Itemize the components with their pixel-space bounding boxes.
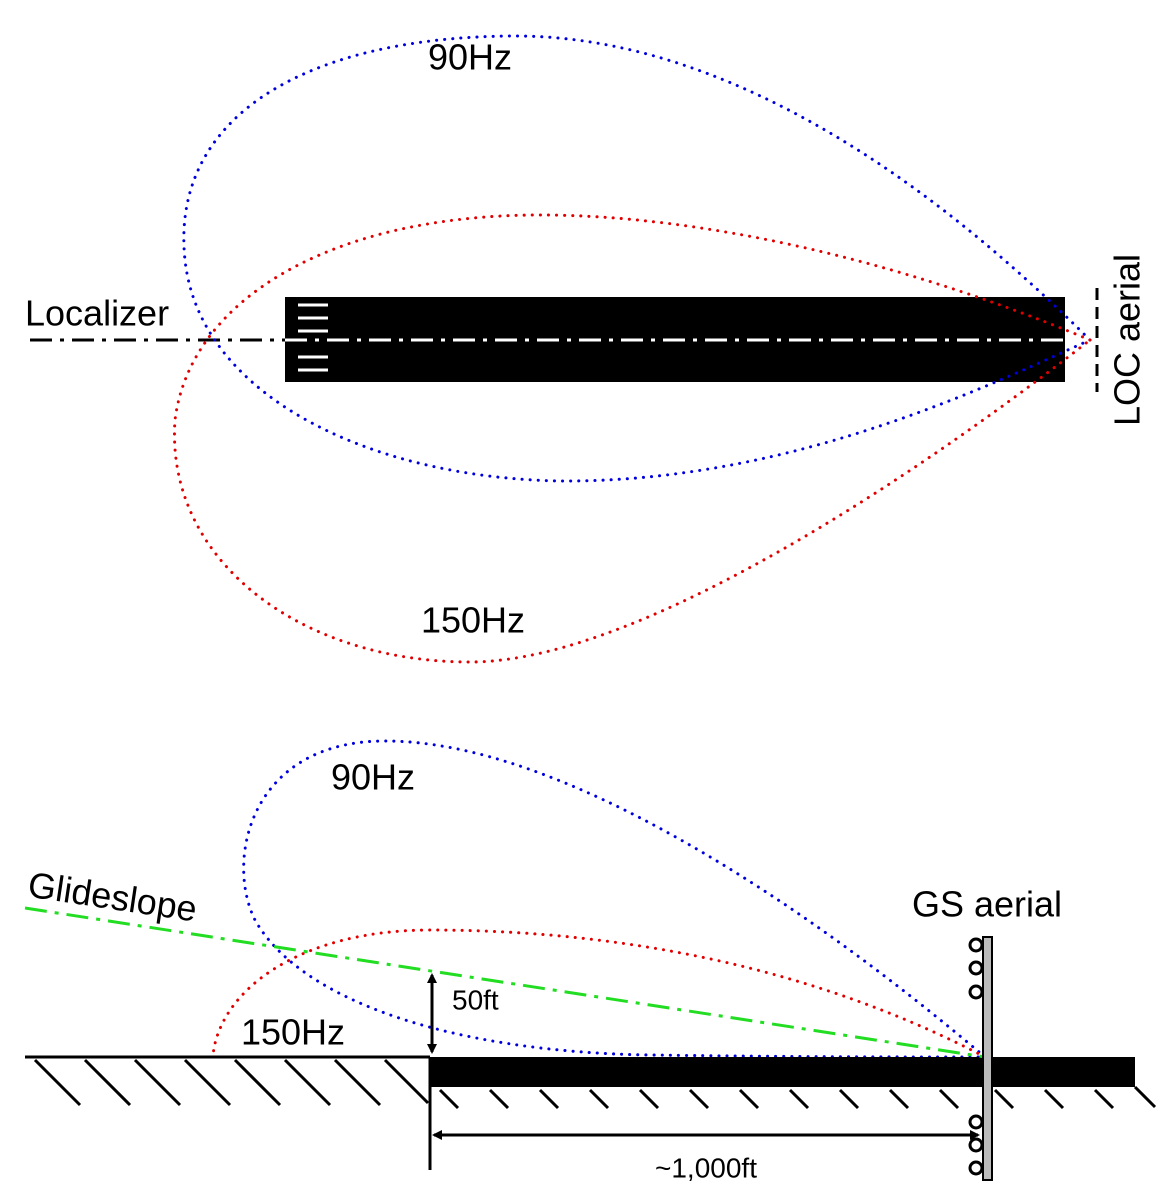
label-90hz: 90Hz [331,757,415,798]
lobe-150hz [173,213,1092,664]
label-localizer: Localizer [25,293,169,334]
lobe-90hz [182,34,1092,483]
glideslope-view: 90Hz 150Hz Glideslope GS aerial 50ft ~1,… [24,739,1157,1183]
ground-hatch [33,1058,1157,1110]
glideslope-beam [24,906,986,1059]
label-height: 50ft [452,984,499,1015]
label-150hz: 150Hz [241,1012,345,1053]
label-glideslope: Glideslope [25,864,199,930]
label-gs-aerial: GS aerial [912,884,1062,925]
threshold-marks [298,303,328,372]
label-150hz: 150Hz [421,600,525,641]
runway [430,1057,1135,1087]
label-90hz: 90Hz [428,37,512,78]
localizer-view: 90Hz 150Hz Localizer LOC aerial [25,34,1148,664]
label-distance: ~1,000ft [655,1152,757,1183]
lobe-90hz [242,739,987,1059]
gs-aerial-mast [982,936,993,1181]
label-loc-aerial: LOC aerial [1107,254,1148,426]
